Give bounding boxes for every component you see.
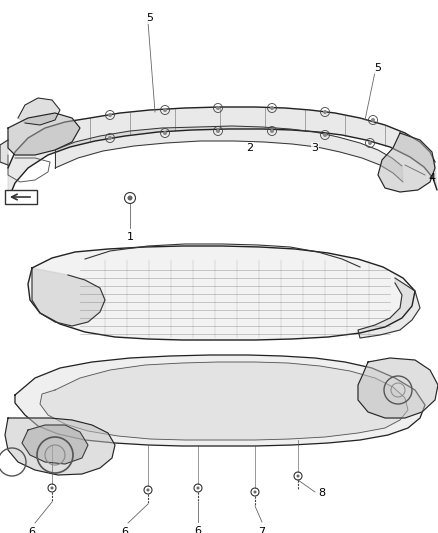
Text: 5: 5 [146, 13, 153, 23]
Text: 7: 7 [258, 527, 265, 533]
Polygon shape [22, 425, 88, 464]
Circle shape [163, 108, 167, 112]
Text: 1: 1 [127, 232, 134, 242]
Polygon shape [28, 246, 415, 340]
Text: 3: 3 [311, 143, 318, 153]
Circle shape [108, 113, 112, 117]
Circle shape [297, 474, 300, 478]
Polygon shape [0, 140, 8, 165]
Polygon shape [18, 98, 60, 125]
Circle shape [270, 106, 274, 110]
Circle shape [216, 106, 220, 110]
Polygon shape [40, 362, 408, 440]
Text: 2: 2 [247, 143, 254, 153]
Text: 8: 8 [318, 488, 325, 498]
Circle shape [323, 133, 327, 137]
Text: 4: 4 [428, 173, 435, 183]
Polygon shape [8, 107, 437, 200]
Circle shape [270, 129, 274, 133]
Circle shape [371, 118, 375, 122]
Circle shape [50, 487, 53, 489]
Circle shape [146, 489, 149, 491]
Polygon shape [8, 113, 80, 155]
Circle shape [197, 487, 199, 489]
Polygon shape [358, 278, 420, 338]
Polygon shape [5, 418, 115, 475]
Circle shape [368, 141, 372, 145]
Polygon shape [55, 126, 403, 182]
FancyBboxPatch shape [5, 190, 37, 204]
Circle shape [254, 490, 257, 494]
Polygon shape [15, 355, 425, 446]
Text: 6: 6 [28, 527, 35, 533]
Polygon shape [358, 358, 438, 418]
Text: 6: 6 [121, 527, 128, 533]
Circle shape [163, 131, 167, 135]
Circle shape [127, 196, 133, 200]
Text: 5: 5 [374, 63, 381, 73]
Polygon shape [378, 133, 435, 192]
Circle shape [216, 129, 220, 133]
Text: 6: 6 [194, 526, 201, 533]
Polygon shape [32, 268, 105, 326]
Circle shape [108, 136, 112, 140]
Circle shape [323, 110, 327, 114]
